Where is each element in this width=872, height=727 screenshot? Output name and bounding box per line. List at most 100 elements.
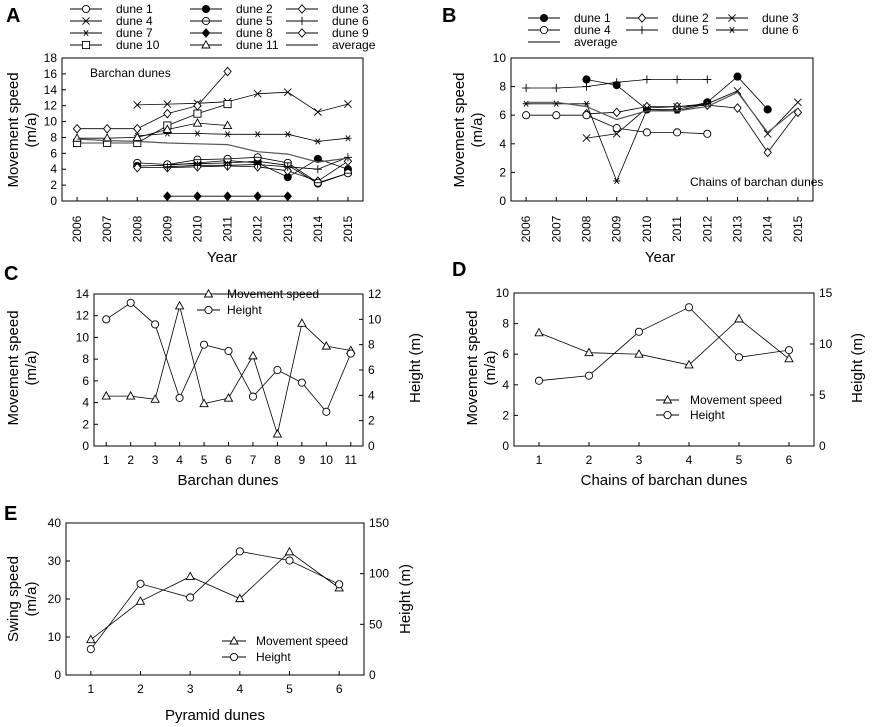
data-point	[552, 83, 561, 93]
data-point	[612, 129, 621, 138]
y-tick-label: 30	[48, 554, 62, 568]
y2-tick-label: 12	[368, 287, 382, 301]
plot-frame	[65, 522, 365, 676]
data-point	[163, 191, 172, 202]
series-line	[90, 551, 340, 641]
x-tick-label: 9	[299, 453, 306, 467]
x-tick-label: 2006	[519, 215, 533, 242]
data-point	[734, 313, 744, 323]
data-point	[297, 318, 307, 327]
x-tick-label: 2009	[160, 215, 174, 242]
data-point	[125, 390, 136, 400]
chart-panel-e: E 0 10 20 30 40 0 50 100 150 1 2 3 4 5 6 Pyramid dunes Sw…	[4, 503, 414, 724]
y-tick-label: 40	[48, 516, 62, 530]
series-line	[90, 550, 340, 650]
data-point	[174, 300, 185, 310]
data-point	[150, 394, 160, 403]
y-axis-title: Movement speed(m/a)	[5, 72, 40, 187]
x-tick-label: 2	[586, 453, 593, 467]
y-tick-label: 10	[76, 330, 90, 344]
series-height	[86, 547, 344, 654]
y-tick-label: 8	[499, 80, 506, 94]
x-tick-label: 2006	[70, 215, 84, 242]
y2-axis-title: Height (m)	[407, 333, 424, 403]
x-tick-label: 2007	[100, 215, 114, 242]
data-point	[283, 191, 292, 202]
legend-label: dune 2	[672, 11, 709, 25]
legend-label: dune 4	[116, 14, 153, 28]
legend-item-movement-speed: Movement speed	[656, 393, 782, 407]
data-point	[175, 393, 184, 402]
data-point	[273, 365, 282, 375]
y-tick-label: 0	[54, 668, 61, 682]
y-tick-label: 20	[48, 592, 62, 606]
data-point	[784, 346, 794, 355]
y-tick-label: 6	[50, 146, 57, 160]
y-tick-label: 6	[499, 108, 506, 122]
y-tick-label: 2	[82, 417, 89, 431]
legend-item-dune-4: dune 4	[70, 14, 153, 28]
y2-tick-label: 4	[368, 388, 375, 402]
y-tick-label: 4	[50, 162, 57, 176]
data-point	[322, 407, 331, 416]
plot-frame	[513, 292, 815, 447]
data-point	[163, 100, 172, 108]
legend-label: dune 6	[332, 14, 369, 28]
data-point	[584, 371, 594, 380]
y-tick-label: 2	[50, 178, 57, 192]
y-tick-label: 10	[496, 286, 510, 300]
data-point	[222, 120, 233, 129]
data-point	[192, 118, 203, 127]
legend-item-height: Height	[222, 650, 291, 664]
series-line	[137, 91, 349, 113]
y2-tick-label: 10	[368, 312, 382, 326]
data-point	[223, 393, 234, 402]
data-point	[102, 133, 112, 142]
y2-axis-title: Height (m)	[397, 564, 414, 634]
legend-label: dune 9	[332, 26, 369, 40]
data-point	[673, 102, 682, 111]
data-point	[584, 347, 594, 357]
data-point	[784, 353, 794, 363]
y-tick-label: 0	[499, 194, 506, 208]
data-point	[193, 130, 202, 137]
y2-tick-label: 5	[819, 388, 826, 402]
data-point	[313, 178, 322, 187]
x-tick-label: 6	[336, 682, 343, 696]
y-tick-label: 10	[48, 630, 62, 644]
series-movement-speed	[101, 300, 356, 438]
data-point	[793, 107, 803, 118]
data-point	[313, 108, 322, 116]
x-tick-label: 2	[137, 682, 144, 696]
data-point	[582, 111, 591, 120]
data-point	[248, 350, 258, 360]
legend-marker	[637, 13, 647, 23]
y-tick-label: 2	[499, 165, 506, 179]
legend-marker	[81, 40, 91, 50]
series-line	[137, 158, 349, 178]
data-point	[335, 580, 344, 589]
data-point	[193, 109, 202, 118]
legend-label: dune 7	[116, 26, 153, 40]
legend-item-dune-6: dune 6	[286, 14, 369, 28]
y-axis-title: Swing speed(m/a)	[5, 556, 40, 642]
data-point	[684, 359, 694, 369]
series-line	[106, 305, 351, 436]
x-tick-label: 2010	[640, 215, 654, 242]
data-point	[101, 390, 111, 400]
panel-letter: C	[4, 263, 18, 285]
panel-letter: A	[6, 5, 20, 27]
x-tick-label: 2013	[731, 215, 745, 242]
legend-label: dune 8	[236, 26, 273, 40]
data-point	[102, 123, 112, 134]
data-point	[254, 131, 262, 138]
data-point	[733, 72, 742, 81]
panel-letter: B	[442, 5, 456, 27]
legend-marker	[82, 17, 90, 25]
data-point	[612, 124, 621, 133]
